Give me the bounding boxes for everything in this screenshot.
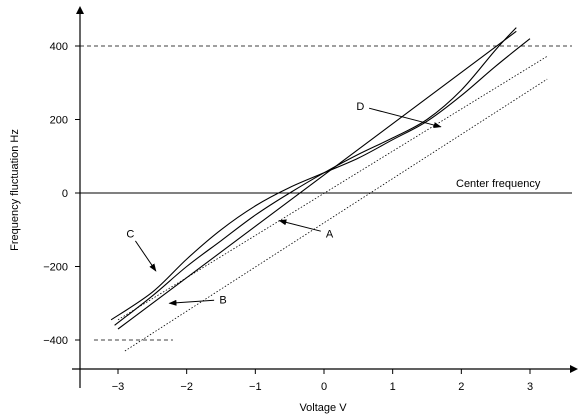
series-line-d xyxy=(114,27,517,326)
series-line-b xyxy=(124,78,548,352)
x-tick-label: −1 xyxy=(249,381,262,393)
x-tick-label: −2 xyxy=(180,381,193,393)
x-tick-label: 0 xyxy=(321,381,327,393)
annotation-arrow-d xyxy=(368,107,442,128)
annotation-arrow-b xyxy=(168,299,215,306)
annotation-arrow-c xyxy=(134,240,157,272)
x-tick-label: −3 xyxy=(112,381,125,393)
x-tick-label: 2 xyxy=(458,381,464,393)
y-tick-label: 200 xyxy=(50,115,68,127)
annotation-label-d: D xyxy=(356,101,364,113)
series-line-a xyxy=(117,30,517,330)
y-tick-label: 400 xyxy=(50,41,68,53)
center-frequency-label: Center frequency xyxy=(456,178,541,190)
annotation-label-b: B xyxy=(219,295,226,307)
y-tick-label: −400 xyxy=(43,335,68,347)
x-tick-label: 3 xyxy=(527,381,533,393)
y-tick-label: 0 xyxy=(62,188,68,200)
series-line-b xyxy=(117,55,548,321)
y-axis-label: Frequency fluctuation Hz xyxy=(9,129,21,251)
x-tick-label: 1 xyxy=(390,381,396,393)
annotation-label-a: A xyxy=(326,228,334,240)
annotation-label-c: C xyxy=(126,228,134,240)
annotation-arrow-a xyxy=(278,219,321,232)
x-axis-label: Voltage V xyxy=(299,402,347,414)
y-tick-label: −200 xyxy=(43,262,68,274)
